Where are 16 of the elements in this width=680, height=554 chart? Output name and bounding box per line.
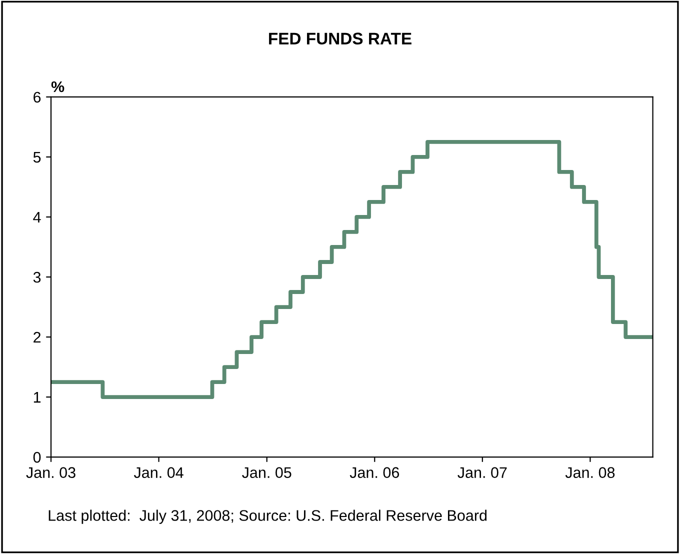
y-tick-label: 4 [33, 212, 41, 223]
x-tick-label: Jan. 04 [134, 467, 184, 478]
x-tick-label: Jan. 07 [458, 467, 507, 478]
chart-title: FED FUNDS RATE [269, 32, 412, 44]
text: Last plotted: July 31, 2008; Source: U.S. Federal Reserve Board [48, 510, 487, 524]
y-tick-label: 6 [34, 92, 41, 103]
y-tick-label: 3 [33, 272, 41, 283]
y-tick-label: 5 [33, 152, 41, 163]
x-tick-label: Jan. 06 [350, 467, 400, 478]
y-tick-label: 1 [34, 392, 41, 403]
y-tick-label: 0 [33, 452, 41, 463]
x-tick-label: Jan. 05 [242, 467, 292, 478]
x-tick-label: Jan. 03 [26, 467, 76, 478]
y-axis-title: % [51, 81, 64, 92]
y-tick-label: 2 [34, 332, 41, 343]
x-tick-label: Jan. 08 [565, 467, 615, 478]
